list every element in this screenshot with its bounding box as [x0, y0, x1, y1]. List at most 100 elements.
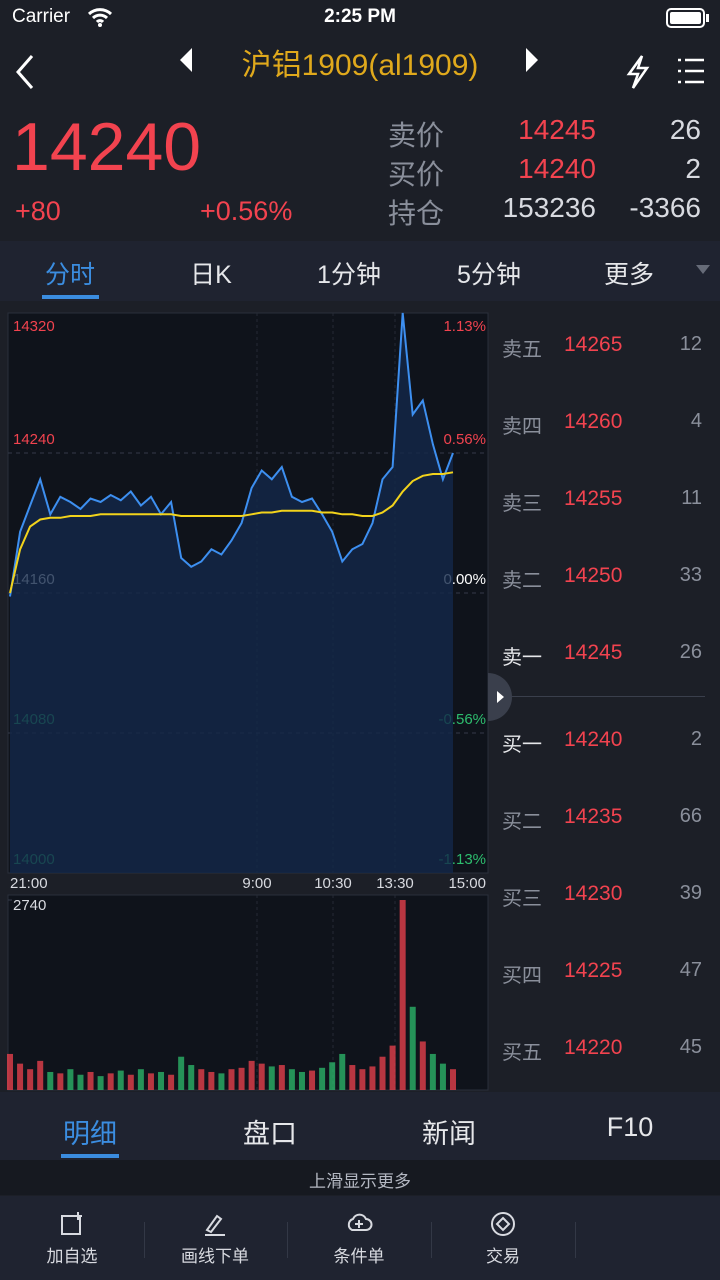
volume-bar [137, 1069, 144, 1090]
toolbar-label[interactable]: 条件单 [333, 1247, 385, 1266]
period-tab[interactable]: 更多 [603, 261, 654, 289]
book-qty: 4 [690, 410, 702, 432]
volume-bar [359, 1069, 366, 1090]
back-button[interactable] [10, 52, 40, 92]
volume-bar [17, 1063, 24, 1090]
volume-bar [228, 1069, 235, 1090]
volume-bar [450, 1069, 456, 1090]
detail-tabs: 明细 盘口 新闻 F10 [0, 1092, 720, 1160]
volume-bar [288, 1069, 295, 1090]
quote-qty: 2 [685, 153, 701, 184]
clock: 2:25 PM [324, 6, 396, 27]
book-qty: 47 [679, 959, 702, 981]
volume-max-label: 2740 [13, 897, 46, 914]
detail-tab-underline [61, 1154, 119, 1158]
volume-bar [117, 1070, 124, 1090]
detail-tab[interactable]: 新闻 [422, 1119, 476, 1149]
period-tab[interactable]: 日K [190, 261, 232, 289]
intraday-chart: 143201.13%142400.56%141600.00%14080-0.56… [7, 312, 489, 1091]
quote-price: 14240 [518, 153, 596, 184]
volume-bar [309, 1070, 316, 1090]
y-tick-pct: 0.56% [443, 431, 486, 448]
volume-bar [298, 1071, 305, 1090]
book-label: 卖三 [502, 493, 542, 515]
y-tick-pct: 1.13% [443, 318, 486, 335]
book-price: 14230 [564, 882, 623, 905]
book-qty: 66 [679, 805, 702, 827]
volume-bar [369, 1066, 376, 1090]
volume-bar [238, 1067, 245, 1090]
volume-background [7, 894, 489, 1091]
prev-contract[interactable] [176, 46, 196, 74]
volume-bar [57, 1073, 64, 1090]
detail-tab[interactable]: F10 [606, 1112, 654, 1142]
volume-bar [339, 1053, 346, 1090]
book-qty: 2 [690, 728, 702, 750]
volume-bar [399, 900, 406, 1090]
book-label: 买三 [502, 888, 542, 910]
volume-bar [27, 1069, 34, 1090]
quote-label: 持仓 [388, 198, 445, 229]
toolbar-separator [144, 1222, 145, 1258]
period-tabs: 分时 日K 1分钟 5分钟 更多 [0, 241, 720, 301]
x-tick-label: 9:00 [242, 875, 271, 892]
volume-bar [107, 1073, 114, 1090]
toolbar-icon[interactable] [201, 1210, 229, 1238]
toolbar-icon[interactable] [345, 1210, 373, 1238]
volume-bar [188, 1065, 195, 1090]
book-toggle[interactable] [488, 673, 514, 721]
contract-title: 沪铝1909(al1909) [241, 49, 479, 82]
x-tick-label: 21:00 [10, 875, 48, 892]
toolbar-separator [431, 1222, 432, 1258]
volume-bar [319, 1067, 326, 1090]
volume-bar [278, 1065, 285, 1090]
swipe-hint: 上滑显示更多 [309, 1172, 411, 1191]
detail-tab[interactable]: 盘口 [243, 1119, 297, 1149]
menu-button[interactable] [676, 56, 706, 86]
book-label: 买五 [502, 1042, 542, 1064]
y-tick-pct: 0.00% [443, 571, 486, 588]
book-qty: 39 [679, 882, 702, 904]
volume-bar [87, 1071, 94, 1090]
price-line [9, 312, 454, 597]
battery-icon [666, 8, 709, 28]
tab-underline [42, 295, 99, 299]
volume-bar [409, 1006, 416, 1090]
y-tick-label: 14320 [13, 318, 55, 335]
detail-tab[interactable]: 明细 [63, 1119, 117, 1149]
volume-bar [379, 1056, 386, 1090]
period-tab[interactable]: 1分钟 [317, 261, 381, 289]
quote-qty: 26 [669, 114, 701, 145]
toolbar-icon[interactable] [489, 1210, 517, 1238]
toolbar: 加自选 画线下单 条件单 交易 [0, 1196, 720, 1280]
x-tick-label: 10:30 [314, 875, 352, 892]
book-label: 卖二 [502, 570, 542, 592]
wifi-icon [87, 8, 113, 27]
x-tick-label: 13:30 [376, 875, 414, 892]
volume-bar [198, 1069, 205, 1090]
toolbar-label[interactable]: 加自选 [46, 1247, 98, 1266]
quote-price: 14245 [518, 114, 596, 145]
toolbar-icon[interactable] [58, 1210, 86, 1238]
book-price: 14255 [564, 487, 623, 510]
quote-price: 153236 [502, 192, 596, 223]
quote-label: 买价 [388, 159, 445, 190]
book-label: 卖四 [502, 416, 542, 438]
toolbar-label[interactable]: 交易 [486, 1247, 520, 1266]
volume-bar [67, 1069, 74, 1090]
book-price: 14240 [564, 728, 623, 751]
quote-qty: -3366 [629, 192, 701, 223]
volume-bar [37, 1060, 44, 1090]
period-tab[interactable]: 分时 [44, 261, 95, 289]
price-area [10, 313, 453, 873]
book-price: 14250 [564, 564, 623, 587]
next-contract[interactable] [522, 46, 542, 74]
average-line [9, 471, 454, 594]
period-tab[interactable]: 5分钟 [457, 261, 521, 289]
book-divider [500, 696, 705, 697]
volume-bar [268, 1066, 275, 1090]
toolbar-label[interactable]: 画线下单 [181, 1247, 249, 1266]
price-change-pct: +0.56% [200, 196, 293, 226]
flash-button[interactable] [624, 54, 652, 90]
